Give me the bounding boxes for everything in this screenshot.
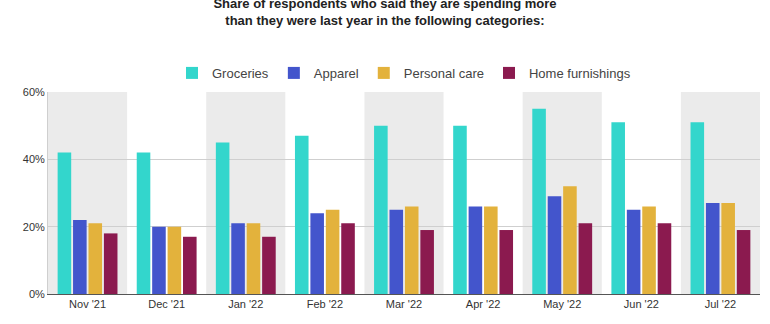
svg-text:Groceries: Groceries bbox=[212, 66, 269, 81]
svg-text:Dec '21: Dec '21 bbox=[148, 298, 185, 310]
svg-text:Feb '22: Feb '22 bbox=[307, 298, 343, 310]
svg-text:Mar '22: Mar '22 bbox=[386, 298, 422, 310]
svg-text:Jan '22: Jan '22 bbox=[228, 298, 263, 310]
svg-text:Share of respondents who said: Share of respondents who said they are s… bbox=[213, 0, 556, 28]
svg-text:Nov '21: Nov '21 bbox=[69, 298, 106, 310]
svg-text:20%: 20% bbox=[23, 221, 45, 233]
svg-text:Personal care: Personal care bbox=[404, 66, 484, 81]
svg-text:0%: 0% bbox=[29, 288, 45, 300]
svg-text:Apr '22: Apr '22 bbox=[466, 298, 501, 310]
svg-text:40%: 40% bbox=[23, 153, 45, 165]
svg-text:Jun '22: Jun '22 bbox=[624, 298, 659, 310]
svg-text:Apparel: Apparel bbox=[314, 66, 359, 81]
svg-text:Jul '22: Jul '22 bbox=[705, 298, 736, 310]
svg-text:60%: 60% bbox=[23, 86, 45, 98]
svg-text:Home furnishings: Home furnishings bbox=[529, 66, 631, 81]
svg-text:May '22: May '22 bbox=[543, 298, 581, 310]
